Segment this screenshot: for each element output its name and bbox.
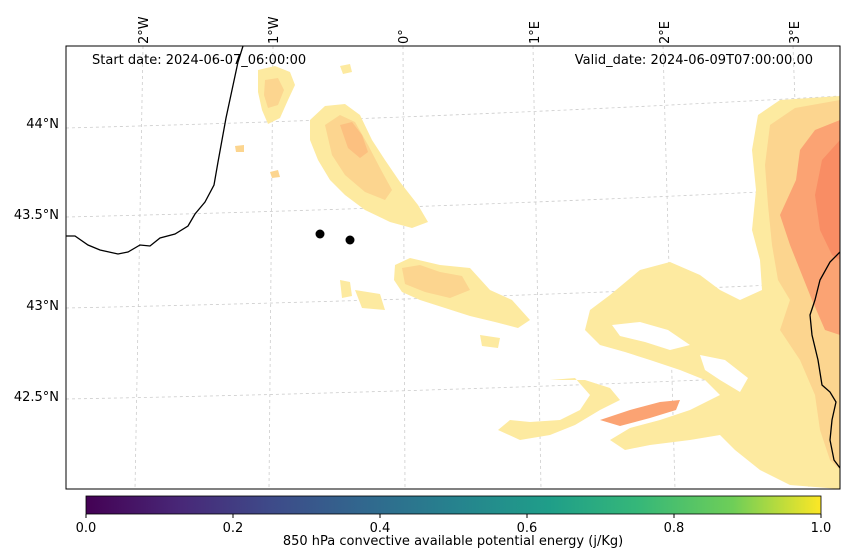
cape-region-tongue — [600, 400, 680, 426]
lat-tick-42-5n: 42.5°N — [14, 390, 59, 405]
cape-region-central-core — [340, 122, 368, 158]
cape-region-mid-speck-2 — [355, 290, 385, 310]
colorbar-tick-2: 0.4 — [370, 521, 391, 536]
lon-tick-0: 0° — [397, 29, 412, 44]
colorbar-gradient — [85, 495, 822, 515]
cape-gap-2 — [700, 355, 748, 392]
lon-tick-1w: 1°W — [267, 16, 282, 44]
lat-tick-43n: 43°N — [26, 299, 59, 314]
station-point-2 — [345, 235, 355, 245]
gridlines — [66, 46, 840, 489]
colorbar-tick-0: 0.0 — [76, 521, 97, 536]
cape-region-east-lower — [498, 378, 620, 440]
cape-gap-1 — [612, 322, 690, 350]
cape-region-east-peak — [815, 140, 840, 260]
lon-tick-2e: 2°E — [658, 21, 673, 44]
valid-date-label: Valid_date: 2024-06-09T07:00:00.00 — [575, 53, 813, 68]
station-point-1 — [315, 229, 325, 239]
lat-tick-43-5n: 43.5°N — [14, 208, 59, 223]
colorbar-label: 850 hPa convective available potential e… — [283, 534, 623, 549]
station-points — [315, 229, 355, 245]
colorbar-tick-1: 0.2 — [223, 521, 244, 536]
colorbar-tick-3: 0.6 — [517, 521, 538, 536]
colorbar-tick-5: 1.0 — [811, 521, 832, 536]
cape-region-biscay-core — [264, 78, 284, 108]
colorbar-tick-4: 0.8 — [664, 521, 685, 536]
lon-tick-labels: 2°W 1°W 0° 1°E 2°E 3°E — [137, 16, 803, 44]
coastline-biscay — [66, 46, 244, 255]
colorbar: 0.0 0.2 0.4 0.6 0.8 1.0 850 hPa convecti… — [76, 495, 832, 549]
coastlines — [66, 46, 840, 469]
cape-region-mid-speck-3 — [480, 335, 500, 348]
cape-region-central-mid — [325, 115, 392, 200]
cape-region-small-2 — [235, 145, 244, 152]
cape-region-mid-band-core — [402, 265, 470, 298]
coastline-mediterranean — [809, 251, 840, 469]
cape-region-north-speck — [340, 64, 352, 74]
cape-field — [235, 64, 840, 489]
map-frame — [65, 45, 841, 490]
start-date-label: Start date: 2024-06-07_06:00:00 — [92, 53, 306, 68]
map-panel — [66, 46, 840, 489]
lat-tick-labels: 44°N 43.5°N 43°N 42.5°N — [14, 117, 59, 405]
lat-tick-44n: 44°N — [26, 117, 59, 132]
colorbar-ticks — [85, 514, 822, 518]
lon-tick-1e: 1°E — [528, 21, 543, 44]
cape-region-mid-speck-1 — [340, 280, 352, 298]
cape-region-small-1 — [270, 170, 280, 178]
lon-tick-2w: 2°W — [137, 16, 152, 44]
lon-tick-3e: 3°E — [788, 21, 803, 44]
